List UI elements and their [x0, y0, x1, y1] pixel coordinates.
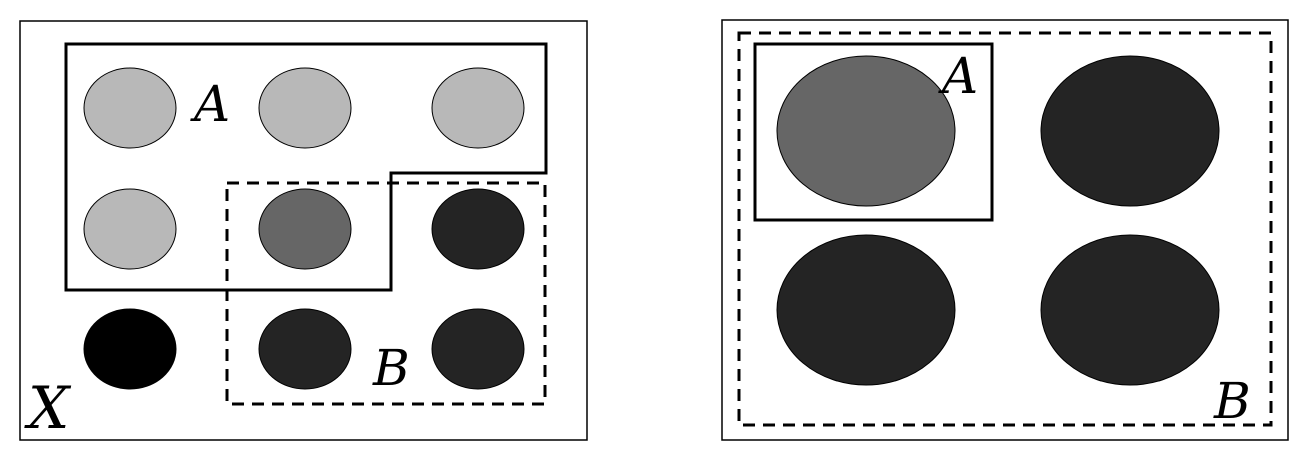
- element-circle: [83, 188, 177, 270]
- label-b-left: B: [372, 339, 410, 397]
- left-panel: A B X: [19, 20, 588, 442]
- label-a-right: A: [938, 47, 978, 105]
- element-circle: [258, 188, 352, 270]
- element-circle: [431, 188, 525, 270]
- element-circle: [83, 308, 177, 390]
- label-b-right: B: [1213, 372, 1251, 430]
- set-b-boundary: [225, 181, 547, 406]
- element-circle: [258, 308, 352, 390]
- label-x: X: [24, 374, 72, 442]
- set-a-boundary-right: [753, 42, 994, 222]
- element-circle: [431, 308, 525, 390]
- universe-frame-right: [721, 19, 1289, 441]
- element-circle: [258, 67, 352, 149]
- universe-x-frame: [19, 20, 588, 441]
- element-circle: [1040, 55, 1220, 207]
- element-circle: [83, 67, 177, 149]
- set-a-boundary: [64, 42, 548, 292]
- element-circle: [1040, 234, 1220, 386]
- element-circle: [776, 55, 956, 207]
- element-circle: [431, 67, 525, 149]
- right-panel: A B: [721, 19, 1289, 441]
- label-a-left: A: [190, 75, 230, 133]
- set-b-boundary-right: [737, 31, 1273, 427]
- element-circle: [776, 234, 956, 386]
